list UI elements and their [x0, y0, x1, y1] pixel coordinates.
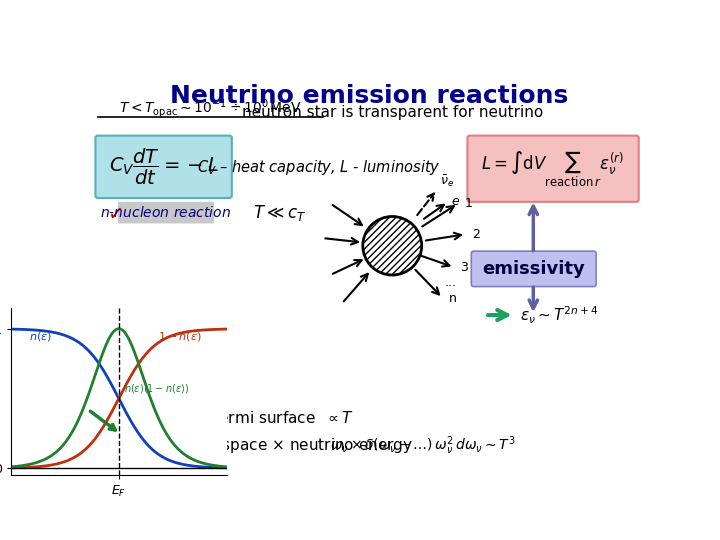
FancyBboxPatch shape — [467, 136, 639, 202]
FancyBboxPatch shape — [472, 251, 596, 287]
Text: neutron star is transparent for neutrino: neutron star is transparent for neutrino — [242, 105, 543, 120]
Text: ...: ... — [445, 276, 457, 289]
Text: $n(\epsilon)(1-n(\epsilon))$: $n(\epsilon)(1-n(\epsilon))$ — [125, 382, 189, 395]
Text: emissivity: emissivity — [482, 260, 585, 278]
FancyBboxPatch shape — [118, 202, 214, 224]
Text: $L = \int \mathrm{d}V \sum_{\mathrm{reaction}\,r} \epsilon_\nu^{(r)}$: $L = \int \mathrm{d}V \sum_{\mathrm{reac… — [481, 149, 624, 188]
FancyBboxPatch shape — [96, 136, 232, 198]
Text: $C_V$ – heat capacity, $L$ - luminosity: $C_V$ – heat capacity, $L$ - luminosity — [197, 158, 441, 177]
Text: n: n — [449, 292, 456, 305]
Text: each leg on a Fermi surface  $\propto T$: each leg on a Fermi surface $\propto T$ — [102, 409, 353, 429]
Text: $\checkmark$: $\checkmark$ — [107, 203, 122, 222]
Text: Neutrino emission reactions: Neutrino emission reactions — [170, 84, 568, 108]
Text: 1: 1 — [464, 197, 472, 210]
Text: $1-n(\epsilon)$: $1-n(\epsilon)$ — [158, 330, 202, 343]
Text: 2: 2 — [472, 228, 480, 241]
Text: $T < T_{\mathrm{opac}} \sim 10^{-1} \div 10^{0}\,\mathrm{MeV}$: $T < T_{\mathrm{opac}} \sim 10^{-1} \div… — [119, 97, 302, 120]
Text: $\omega_\nu \times \delta(\omega_\nu - \ldots)\,\omega_\nu^2\,d\omega_\nu \sim T: $\omega_\nu \times \delta(\omega_\nu - \… — [330, 435, 516, 457]
Text: $e$: $e$ — [451, 195, 460, 208]
Text: $n$-nucleon reaction: $n$-nucleon reaction — [100, 205, 232, 220]
Text: 3: 3 — [461, 261, 468, 274]
Text: $\varepsilon_\nu \sim T^{2n+4}$: $\varepsilon_\nu \sim T^{2n+4}$ — [520, 305, 599, 326]
Text: neutrino phase space $\times$ neutrino energy: neutrino phase space $\times$ neutrino e… — [102, 436, 413, 455]
Text: $n(\epsilon)$: $n(\epsilon)$ — [29, 330, 52, 343]
Text: $T \ll c_T$: $T \ll c_T$ — [253, 202, 306, 222]
Text: $C_V \dfrac{dT}{dt} = -L$: $C_V \dfrac{dT}{dt} = -L$ — [109, 147, 218, 187]
Text: $\bar{\nu}_e$: $\bar{\nu}_e$ — [441, 173, 454, 189]
